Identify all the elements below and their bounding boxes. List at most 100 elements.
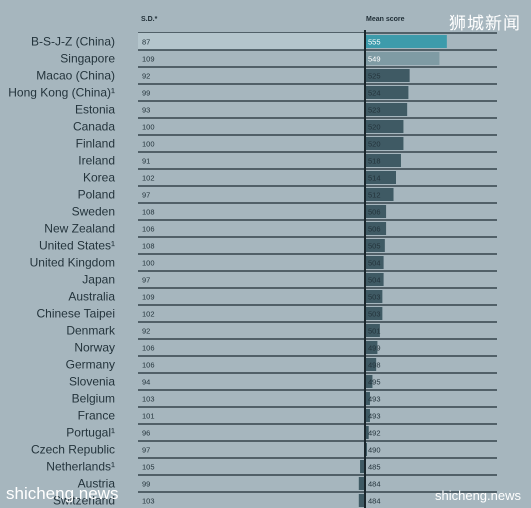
country-label: Korea — [83, 171, 115, 185]
mean-score-value: 549 — [368, 55, 381, 64]
country-label: Poland — [78, 188, 115, 202]
mean-score-bar — [360, 460, 365, 473]
mean-score-value: 524 — [368, 89, 381, 98]
mean-score-bar — [365, 137, 404, 150]
mean-score-value: 484 — [368, 497, 381, 506]
watermark-top-right: 狮城新闻 — [449, 14, 521, 33]
mean-score-bar — [365, 188, 394, 201]
mean-score-bar — [365, 375, 373, 388]
country-label: Australia — [68, 290, 115, 304]
mean-score-value: 484 — [368, 480, 381, 489]
mean-score-value: 512 — [368, 191, 381, 200]
sd-value: 102 — [142, 310, 155, 319]
mean-score-value: 498 — [368, 361, 381, 370]
mean-score-bar — [365, 307, 383, 320]
country-label: Norway — [74, 341, 115, 355]
mean-score-value: 514 — [368, 174, 381, 183]
mean-score-bar — [365, 324, 380, 337]
sd-value: 103 — [142, 497, 155, 506]
sd-value: 87 — [142, 38, 150, 47]
country-label: Ireland — [78, 154, 115, 168]
mean-score-bar — [365, 52, 440, 65]
country-label: B-S-J-Z (China) — [31, 35, 115, 49]
mean-score-bar — [365, 222, 387, 235]
mean-score-bar — [365, 341, 378, 354]
country-label: Germany — [66, 358, 115, 372]
sd-value: 99 — [142, 89, 150, 98]
sd-column-header: S.D.* — [141, 16, 158, 23]
sd-value: 102 — [142, 174, 155, 183]
country-label: Hong Kong (China)¹ — [8, 86, 115, 100]
sd-value: 99 — [142, 480, 150, 489]
mean-score-value: 505 — [368, 242, 381, 251]
mean-score-bar — [365, 409, 370, 422]
country-label: Finland — [76, 137, 115, 151]
sd-value: 97 — [142, 191, 150, 200]
mean-score-value: 485 — [368, 463, 381, 472]
sd-value: 100 — [142, 140, 155, 149]
country-label: United Kingdom — [30, 256, 115, 270]
sd-value: 91 — [142, 157, 150, 166]
mean-score-value: 520 — [368, 140, 381, 149]
mean-score-bar — [365, 86, 409, 99]
mean-score-value: 504 — [368, 276, 381, 285]
sd-value: 108 — [142, 242, 155, 251]
mean-score-value: 495 — [368, 378, 381, 387]
sd-value: 108 — [142, 208, 155, 217]
country-label: Denmark — [66, 324, 116, 338]
sd-value: 94 — [142, 378, 150, 387]
country-label: Macao (China) — [36, 69, 115, 83]
country-label: Estonia — [75, 103, 115, 117]
mean-score-value: 503 — [368, 293, 381, 302]
mean-score-value: 520 — [368, 123, 381, 132]
mean-score-bar — [365, 35, 447, 48]
mean-score-bar — [365, 239, 385, 252]
country-label: Portugal¹ — [66, 426, 115, 440]
sd-value: 100 — [142, 123, 155, 132]
country-label: United States¹ — [39, 239, 115, 253]
mean-score-bar — [358, 477, 365, 490]
mean-score-value: 499 — [368, 344, 381, 353]
mean-score-bar — [365, 103, 408, 116]
mean-score-bar — [365, 205, 387, 218]
country-label: Japan — [82, 273, 115, 287]
sd-value: 97 — [142, 446, 150, 455]
sd-value: 92 — [142, 72, 150, 81]
sd-value: 109 — [142, 55, 155, 64]
mean-score-bar — [365, 290, 383, 303]
mean-score-value: 493 — [368, 395, 381, 404]
sd-value: 105 — [142, 463, 155, 472]
mean-score-bar — [365, 392, 370, 405]
country-label: Chinese Taipei — [37, 307, 116, 321]
mean-score-bar — [365, 256, 384, 269]
watermark-bottom-left: shicheng.news — [6, 484, 119, 503]
sd-value: 106 — [142, 361, 155, 370]
mean-score-bar — [365, 69, 410, 82]
sd-value: 106 — [142, 344, 155, 353]
country-label: Sweden — [72, 205, 115, 219]
mean-score-bar — [365, 426, 369, 439]
highlight-row — [138, 33, 365, 50]
country-label: Czech Republic — [31, 443, 115, 457]
sd-value: 106 — [142, 225, 155, 234]
mean-score-value: 504 — [368, 259, 381, 268]
watermark-bottom-right: shicheng.news — [435, 488, 521, 503]
country-label: Austria — [78, 477, 116, 491]
mean-score-value: 518 — [368, 157, 381, 166]
country-label: Switzerland — [53, 494, 115, 508]
sd-value: 96 — [142, 429, 150, 438]
mean-score-bar — [365, 120, 404, 133]
country-label: Slovenia — [69, 375, 115, 389]
country-label: Netherlands¹ — [46, 460, 115, 474]
sd-value: 97 — [142, 276, 150, 285]
country-label: Singapore — [60, 52, 115, 66]
sd-value: 92 — [142, 327, 150, 336]
mean-score-bar — [365, 171, 396, 184]
sd-value: 101 — [142, 412, 155, 421]
mean-score-column-header: Mean score — [366, 16, 405, 23]
mean-score-bar — [365, 154, 401, 167]
mean-score-value: 493 — [368, 412, 381, 421]
mean-score-bar — [365, 358, 377, 371]
